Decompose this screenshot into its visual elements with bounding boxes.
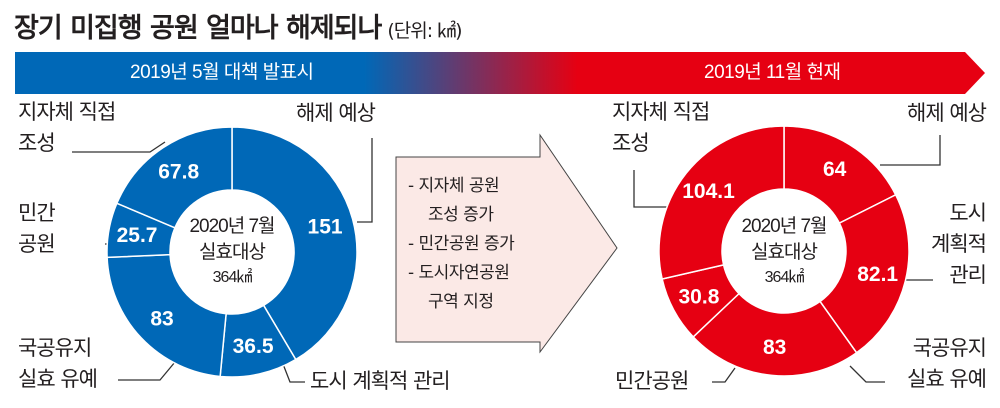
policy-item: 구역 지정 bbox=[428, 292, 494, 312]
after-private-label: 민간공원 bbox=[615, 369, 689, 393]
before-band-label: 2019년 5월 대책 발표시 bbox=[130, 62, 314, 83]
page-title: 장기 미집행 공원 얼마나 해제되나 (단위: ㎢) bbox=[14, 6, 463, 45]
policy-item: 조성 증가 bbox=[428, 205, 494, 225]
center-line: 2020년 7월 bbox=[741, 216, 827, 237]
after-value-label: 104.1 bbox=[682, 180, 735, 203]
center-line: 364㎢ bbox=[212, 269, 253, 286]
before-value-label: 151 bbox=[308, 215, 343, 238]
label-line: 지자체 직접 bbox=[18, 100, 116, 124]
center-line: 364㎢ bbox=[764, 269, 805, 286]
after-value-label: 83 bbox=[763, 336, 786, 359]
after-value-label: 64 bbox=[823, 158, 847, 181]
leader-lines bbox=[72, 135, 941, 383]
center-line: 실효대상 bbox=[751, 242, 818, 263]
after-slice bbox=[658, 125, 785, 280]
label-line: 공원 bbox=[18, 232, 56, 256]
before-value-label: 36.5 bbox=[233, 335, 274, 358]
policy-item: - 도시자연공원 bbox=[408, 263, 510, 283]
label-line: 도시 bbox=[949, 201, 987, 225]
label-line: 실효 유예 bbox=[18, 367, 98, 391]
unit-label: (단위: ㎢) bbox=[387, 20, 462, 42]
after-slice bbox=[818, 193, 910, 354]
policy-item: - 민간공원 증가 bbox=[408, 234, 515, 254]
label-line: 국공유지 bbox=[912, 336, 987, 360]
title-text: 장기 미집행 공원 얼마나 해제되나 bbox=[14, 13, 382, 44]
before-value-label: 83 bbox=[150, 307, 173, 330]
label-line: 지자체 직접 bbox=[612, 100, 710, 124]
label-line: 계획적 bbox=[931, 232, 987, 256]
label-line: 실효 유예 bbox=[907, 367, 987, 391]
label-line: 조성 bbox=[612, 131, 650, 155]
policy-item: - 지자체 공원 bbox=[408, 176, 500, 196]
before-value-label: 67.8 bbox=[158, 161, 199, 184]
before-slice bbox=[231, 126, 358, 361]
after-release-label: 해제 예상 bbox=[907, 101, 987, 125]
center-line: 2020년 7월 bbox=[189, 216, 275, 237]
after-slice bbox=[692, 292, 858, 377]
policy-list: - 지자체 공원 조성 증가 - 민간공원 증가 - 도시자연공원 구역 지정 bbox=[408, 172, 515, 317]
label-line: 조성 bbox=[18, 131, 56, 155]
label-line: 국공유지 bbox=[18, 336, 92, 360]
label-line: 관리 bbox=[949, 263, 987, 287]
after-value-label: 30.8 bbox=[679, 286, 720, 309]
before-value-label: 25.7 bbox=[117, 224, 158, 247]
center-line: 실효대상 bbox=[199, 242, 266, 263]
before-urban-label: 도시 계획적 관리 bbox=[310, 369, 451, 393]
before-slice bbox=[106, 253, 227, 378]
after-band-label: 2019년 11월 현재 bbox=[704, 62, 841, 83]
label-line: 민간 bbox=[18, 201, 56, 225]
transition-arrow bbox=[395, 133, 618, 354]
after-value-label: 82.1 bbox=[857, 263, 898, 286]
before-release-label: 해제 예상 bbox=[296, 101, 376, 125]
before-slice bbox=[115, 126, 233, 229]
